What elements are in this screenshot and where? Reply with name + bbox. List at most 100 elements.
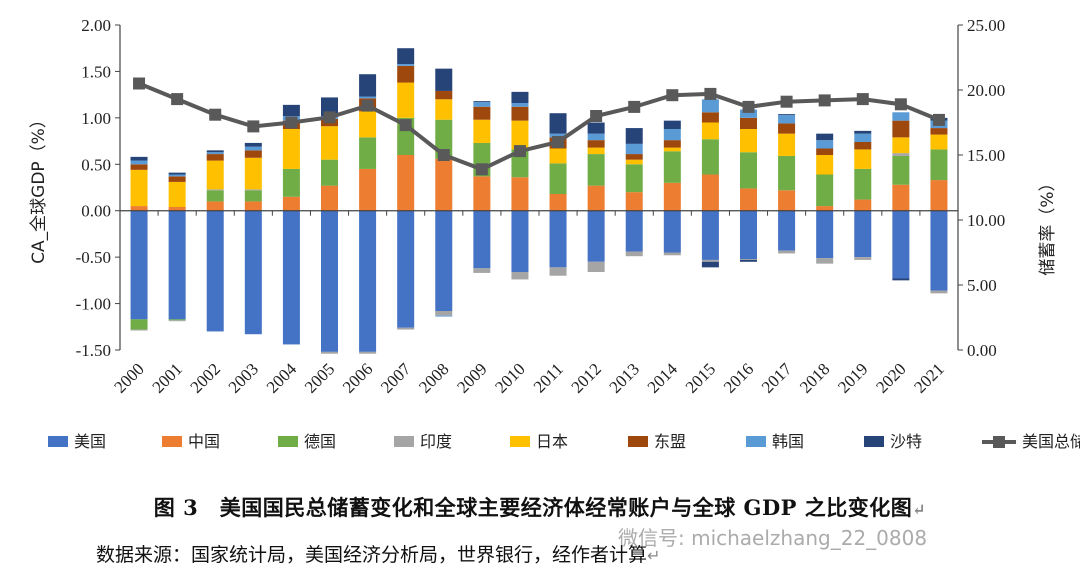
x-tick-label-2004: 2004	[263, 359, 301, 397]
legend-label: 东盟	[654, 432, 686, 451]
chart-area: 2.00 1.50 1.00 0.50 0.00 -0.50 -1.00 -1.50 25.00…	[29, 16, 1080, 451]
bar-2020-series-2	[892, 155, 910, 185]
bar-2000-series-5	[130, 164, 148, 170]
bar-2018-series-2	[816, 174, 834, 207]
bar-2004-series-0	[282, 210, 300, 345]
bar-2018-series-4	[816, 155, 834, 175]
bar-2003-series-0	[244, 210, 262, 335]
bar-2016-series-2	[740, 152, 757, 189]
x-tick-label-2010: 2010	[491, 359, 528, 396]
bar-2004-series-2	[282, 168, 300, 197]
x-tick-label-2007: 2007	[377, 359, 415, 397]
x-tick-label-2002: 2002	[187, 359, 224, 396]
bar-2010-series-7	[511, 91, 529, 103]
bar-2007-series-7	[397, 48, 415, 64]
bar-2016-series-6	[740, 109, 757, 118]
savings-rate-point-2013	[628, 100, 641, 113]
legend-swatch	[48, 436, 68, 447]
bar-2005-series-4	[321, 126, 338, 160]
data-source-text: 数据来源：国家统计局，美国经济分析局，世界银行，经作者计算	[96, 544, 648, 566]
bar-2021-series-3	[930, 290, 948, 294]
legend-swatch	[162, 436, 182, 447]
x-tick-label-2015: 2015	[682, 359, 719, 396]
bar-2015-series-1	[701, 174, 719, 211]
bar-2016-series-5	[740, 117, 757, 129]
savings-rate-point-2017	[780, 95, 793, 108]
left-tick-label: 0.50	[81, 155, 111, 174]
bar-2021-series-1	[930, 180, 948, 211]
bar-2015-series-5	[701, 112, 719, 123]
savings-rate-point-2002	[209, 108, 222, 121]
bar-2019-series-1	[854, 199, 872, 211]
bar-2005-series-2	[321, 159, 338, 186]
bar-2001-series-7	[168, 172, 186, 175]
bar-2002-series-4	[206, 160, 224, 190]
legend-swatch	[746, 436, 766, 447]
savings-rate-point-2015	[704, 87, 717, 100]
bar-2019-series-6	[854, 133, 872, 142]
legend-item-2: 德国	[278, 432, 336, 451]
bar-2003-series-5	[244, 150, 262, 158]
bar-2020-series-5	[892, 120, 910, 138]
savings-rate-point-2009	[475, 163, 488, 176]
x-tick-label-2018: 2018	[796, 359, 833, 396]
bar-2019-series-3	[854, 257, 872, 260]
bar-2019-series-7	[854, 130, 872, 134]
x-tick-label-2021: 2021	[910, 359, 947, 396]
bar-2012-series-7	[587, 122, 605, 134]
legend-label: 沙特	[890, 432, 922, 451]
bar-2001-series-3	[168, 320, 186, 322]
bar-2020-series-1	[892, 184, 910, 211]
bar-2004-series-1	[282, 196, 300, 211]
bar-2006-series-3	[359, 351, 377, 354]
bar-2020-series-6	[892, 112, 910, 121]
bar-2012-series-6	[587, 133, 605, 141]
bar-2003-series-1	[244, 201, 262, 211]
bar-2014-series-2	[663, 151, 681, 183]
x-tick-label-2016: 2016	[720, 359, 757, 396]
caption-title-text: 图 3 美国国民总储蓄变化和全球主要经济体经常账户与全球 GDP 之比变化图	[153, 495, 913, 520]
legend-item-1: 中国	[162, 432, 220, 451]
return-mark-icon: ↵	[912, 500, 927, 519]
bar-2006-series-2	[359, 137, 377, 169]
bar-2009-series-0	[473, 210, 491, 269]
bar-2012-series-0	[587, 210, 605, 262]
bar-2014-series-5	[663, 140, 681, 148]
bar-2017-series-5	[778, 123, 796, 134]
bar-2003-series-2	[244, 190, 262, 202]
bar-2011-series-1	[549, 194, 567, 211]
savings-rate-point-2001	[171, 93, 184, 106]
bar-2003-series-4	[244, 157, 262, 190]
bar-2000-series-1	[130, 206, 148, 211]
bar-2015-series-0	[701, 210, 719, 260]
bar-2008-series-3	[435, 311, 453, 316]
bar-2006-series-6	[359, 96, 377, 99]
bar-2013-series-6	[625, 143, 643, 155]
bar-2006-series-7	[359, 74, 377, 97]
bar-2019-series-4	[854, 149, 872, 169]
bar-2001-series-6	[168, 174, 186, 177]
bar-2016-series-3	[740, 259, 757, 260]
bar-2021-series-2	[930, 149, 948, 181]
bar-2003-series-6	[244, 146, 262, 151]
bar-2006-series-1	[359, 168, 377, 211]
savings-rate-point-2019	[856, 93, 869, 106]
bar-2005-series-3	[321, 351, 338, 354]
legend-label: 日本	[536, 432, 568, 451]
bar-2002-series-6	[206, 152, 224, 155]
bar-2001-series-0	[168, 210, 186, 320]
bar-2018-series-0	[816, 210, 834, 259]
x-tick-label-2013: 2013	[606, 359, 643, 396]
left-tick-label: 1.50	[81, 62, 111, 81]
bar-2005-series-1	[321, 185, 338, 211]
bar-2011-series-7	[549, 113, 567, 134]
bar-2013-series-2	[625, 164, 643, 193]
bar-2015-series-6	[701, 99, 719, 113]
right-axis-title: 储蓄率（%）	[1038, 174, 1058, 275]
bar-2000-series-0	[130, 210, 148, 320]
left-axis-title: CA_全球GDP（%）	[29, 111, 49, 264]
bar-2017-series-6	[778, 115, 796, 124]
right-tick-label: 5.00	[967, 276, 997, 295]
left-tick-label: 2.00	[81, 16, 111, 35]
bar-2005-series-0	[321, 210, 338, 352]
